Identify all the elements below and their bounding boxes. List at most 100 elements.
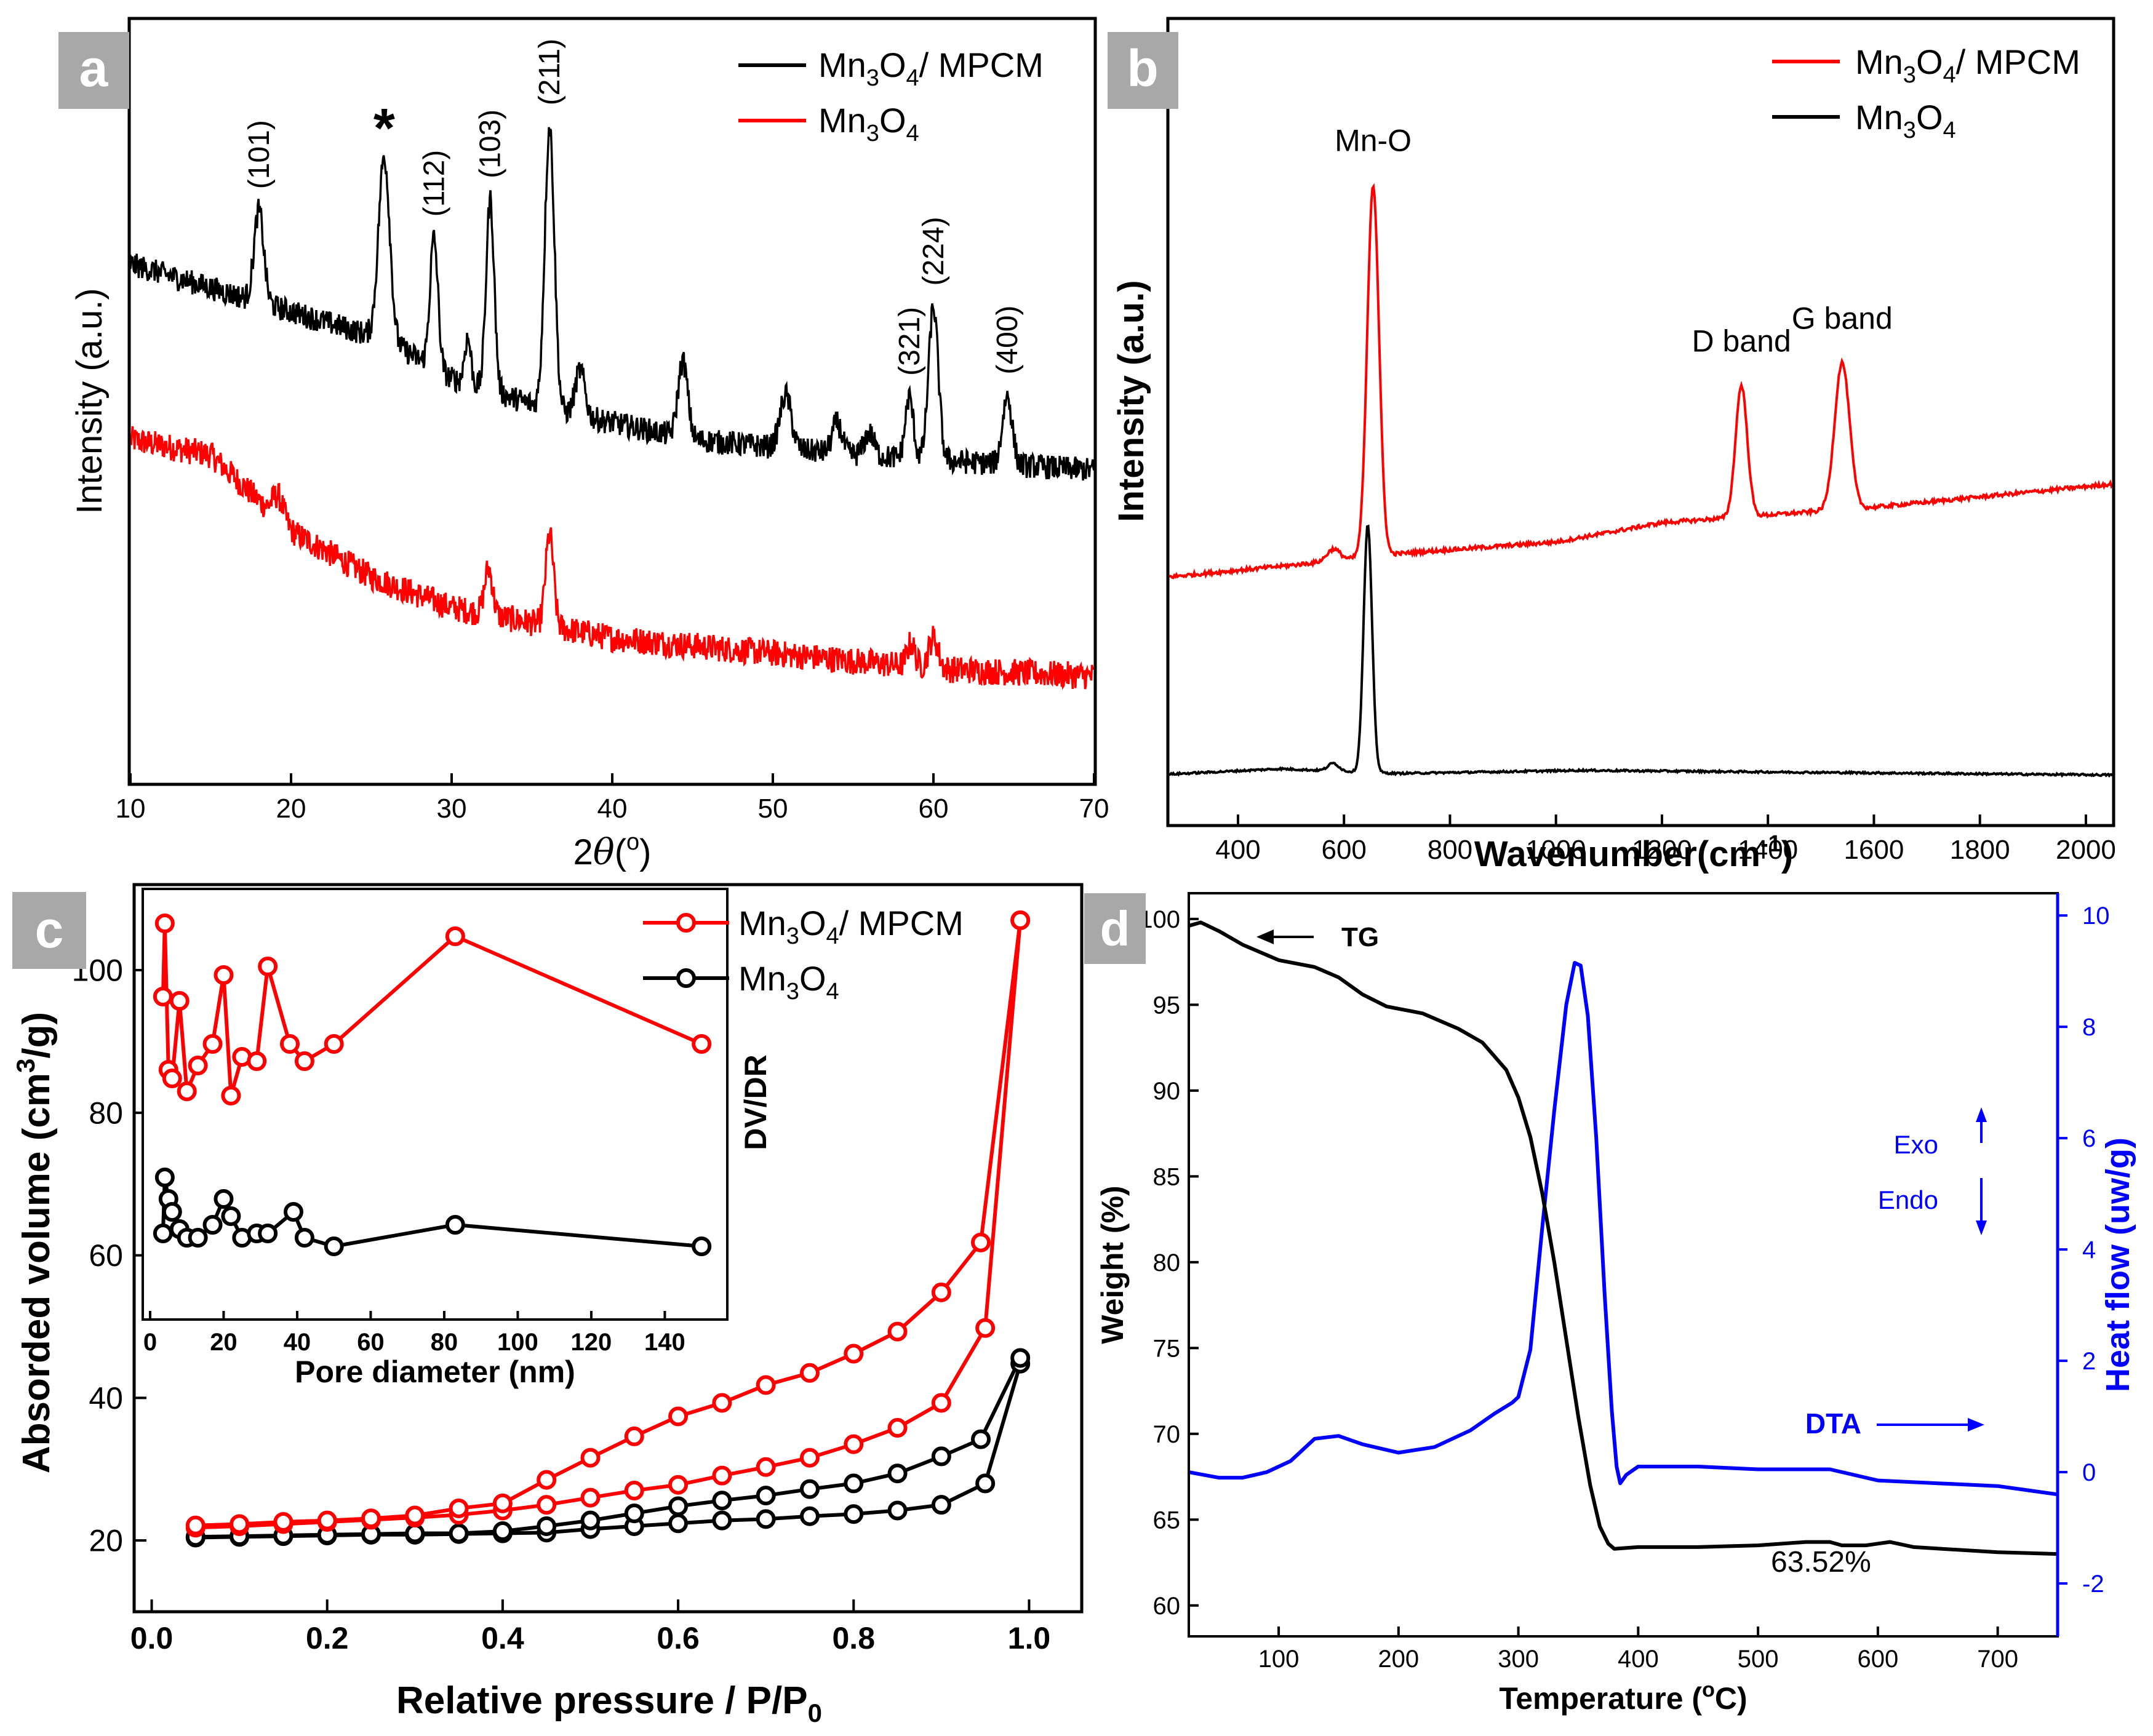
panel-b-x-tick-label: 800 (1428, 835, 1472, 865)
panel-c-inset-x-axis-label: Pore diameter (nm) (295, 1355, 575, 1389)
panel-c-inset-frame (142, 888, 729, 1321)
panel-c-series-mn3o4-point (931, 1495, 951, 1515)
panel-c-series-composite-point (756, 1375, 776, 1395)
panel-c-inset-series-mn3o4-point (258, 1224, 278, 1243)
panel-c-series-composite-point (492, 1493, 513, 1513)
panel-d-y2-tick-label: 8 (2082, 1014, 2096, 1041)
panel-c-inset-series-mn3o4-point (214, 1189, 234, 1209)
panel-c-x-tick-label: 0.0 (130, 1621, 174, 1655)
panel-d-y-tick-label: 80 (1153, 1249, 1181, 1276)
panel-c-x-tick-label: 0.8 (833, 1621, 876, 1655)
panel-c-inset-series-composite-point (445, 926, 465, 946)
panel-a-x-axis-label: 2θ(o) (573, 829, 652, 873)
panel-c-series-composite-point (668, 1406, 689, 1427)
panel-c-series-composite-point (712, 1393, 732, 1413)
panel-a-x-tick-label: 40 (597, 794, 628, 824)
panel-c-inset-plot-area (153, 914, 712, 1256)
residual-mass-label: 63.52% (1771, 1546, 1871, 1579)
panel-c-series-mn3o4-point (668, 1496, 689, 1516)
panel-a-x-tick-label: 20 (276, 794, 306, 824)
panel-c-series-composite-point (887, 1418, 908, 1438)
panel-c-inset-x-tick-label: 120 (571, 1329, 612, 1356)
panel-c-letter: c (35, 901, 64, 958)
panel-c-y-tick-label: 80 (89, 1096, 123, 1130)
panel-c-y-axis-label: Absorded volume (cm3/g) (11, 1012, 58, 1473)
panel-c-inset-series-mn3o4-point (162, 1202, 182, 1222)
panel-d-y2-ticks: -2 0 2 4 6 8 10 (2058, 902, 2110, 1598)
panel-c-series-composite-point (273, 1511, 294, 1532)
panel-c-series-mn3o4-point (887, 1500, 908, 1521)
panel-d-y-tick-label: 95 (1153, 992, 1181, 1019)
panel-c-legend-label-mn3o4: Mn3O4 (738, 959, 839, 1005)
panel-a-peak-label: (101) (243, 120, 276, 189)
panel-a-legend-label-mn3o4: Mn3O4 (818, 101, 919, 146)
panel-c-series-composite-point (887, 1321, 908, 1342)
panel-c-series-composite-point (185, 1515, 206, 1535)
exo-arrow-icon (1976, 1107, 1987, 1122)
panel-c-badge: c (12, 892, 86, 969)
panel-a: 10 20 30 40 50 60 70 2θ(o) Intensity (a.u.) (1… (58, 17, 1109, 873)
panel-c-series-composite-point (624, 1481, 644, 1500)
panel-b-x-tick-label: 400 (1215, 835, 1260, 865)
panel-c: 0.0 0.2 0.4 0.6 0.8 1.0 20 40 60 80 100 Relative … (11, 883, 1084, 1727)
panel-c-series-mn3o4-point (624, 1503, 644, 1524)
panel-c-series-mn3o4-point (492, 1521, 513, 1542)
panel-c-series-mn3o4-point (449, 1523, 469, 1543)
panel-d-y-tick-label: 70 (1153, 1421, 1181, 1448)
panel-d: 100 200 300 400 500 600 700 606570758085909510… (1084, 892, 2136, 1716)
panel-c-y-tick-label: 60 (89, 1238, 123, 1273)
tg-arrow-icon (1256, 930, 1274, 944)
panel-c-x-tick-label: 1.0 (1008, 1621, 1051, 1655)
panel-c-inset-series-mn3o4-point (188, 1228, 208, 1248)
panel-c-inset-series-composite-point (177, 1081, 197, 1101)
panel-a-legend: Mn3O4/ MPCM Mn3O4 (738, 46, 1044, 146)
panel-c-inset-y-axis-label: DV/DR (738, 1054, 773, 1150)
panel-c-inset-x-tick-label: 60 (357, 1329, 385, 1356)
panel-d-annotations: TG Exo Endo DTA 63.52% (1256, 922, 1987, 1579)
panel-d-y2-tick-label: 2 (2082, 1348, 2096, 1375)
panel-d-letter: d (1100, 901, 1130, 956)
panel-b-x-tick-label: 1400 (1738, 835, 1798, 865)
panel-a-peak-label: (400) (991, 306, 1024, 375)
panel-d-y-tick-label: 100 (1139, 906, 1180, 933)
panel-c-inset-series-mn3o4-point (153, 1224, 173, 1243)
panel-c-series-composite-point (931, 1282, 951, 1302)
panel-b-x-tick-label: 1200 (1632, 835, 1692, 865)
panel-c-legend-label-composite: Mn3O4/ MPCM (738, 904, 964, 949)
panel-b-badge: b (1108, 32, 1178, 109)
panel-c-series-composite-point (975, 1318, 996, 1338)
panel-a-peak-label: (103) (474, 109, 507, 178)
panel-c-y-tick-label: 20 (89, 1524, 123, 1558)
panel-c-series-mn3o4-point (580, 1510, 601, 1531)
panel-d-y2-axis-label: Heat flow (uw/g) (2099, 1137, 2136, 1392)
panel-c-series-mn3o4-point (799, 1479, 820, 1499)
panel-c-series-composite-point (931, 1393, 951, 1413)
panel-c-inset-series-composite-point (214, 965, 234, 985)
panel-a-peak-label: (211) (533, 39, 566, 106)
panel-a-badge: a (58, 32, 129, 109)
panel-c-inset-series-composite-point (153, 987, 173, 1006)
dta-label: DTA (1805, 1408, 1861, 1439)
endo-arrow-icon (1976, 1220, 1987, 1235)
panel-d-y-tick-label: 65 (1153, 1507, 1181, 1534)
exo-label: Exo (1894, 1130, 1938, 1159)
panel-c-inset-series-composite-point (169, 991, 190, 1011)
panel-c-series-composite-point (799, 1447, 820, 1468)
panel-d-x-axis-label: Temperature (oC) (1499, 1678, 1747, 1716)
panel-c-inset-series-composite-point (188, 1056, 208, 1075)
panel-c-series-composite-point (580, 1487, 601, 1508)
endo-label: Endo (1878, 1185, 1938, 1214)
panel-c-series-composite-point (668, 1475, 689, 1495)
panel-d-x-tick-label: 300 (1498, 1646, 1539, 1673)
panel-b-band-label: G band (1792, 301, 1893, 335)
panel-c-series-mn3o4-point (844, 1473, 864, 1494)
panel-a-x-tick-label: 60 (919, 794, 949, 824)
panel-c-inset-series-composite-point (294, 1051, 314, 1071)
panel-c-inset-series-composite-point (154, 914, 175, 933)
panel-c-inset-x-tick-label: 20 (210, 1329, 238, 1356)
panel-c-inset-series-mn3o4-point (202, 1215, 223, 1235)
panel-a-x-tick-label: 50 (758, 794, 788, 824)
panel-c-series-mn3o4-point (1010, 1348, 1031, 1368)
panel-c-series-composite-point (537, 1470, 557, 1490)
panel-d-y2-tick-label: 10 (2082, 902, 2110, 930)
